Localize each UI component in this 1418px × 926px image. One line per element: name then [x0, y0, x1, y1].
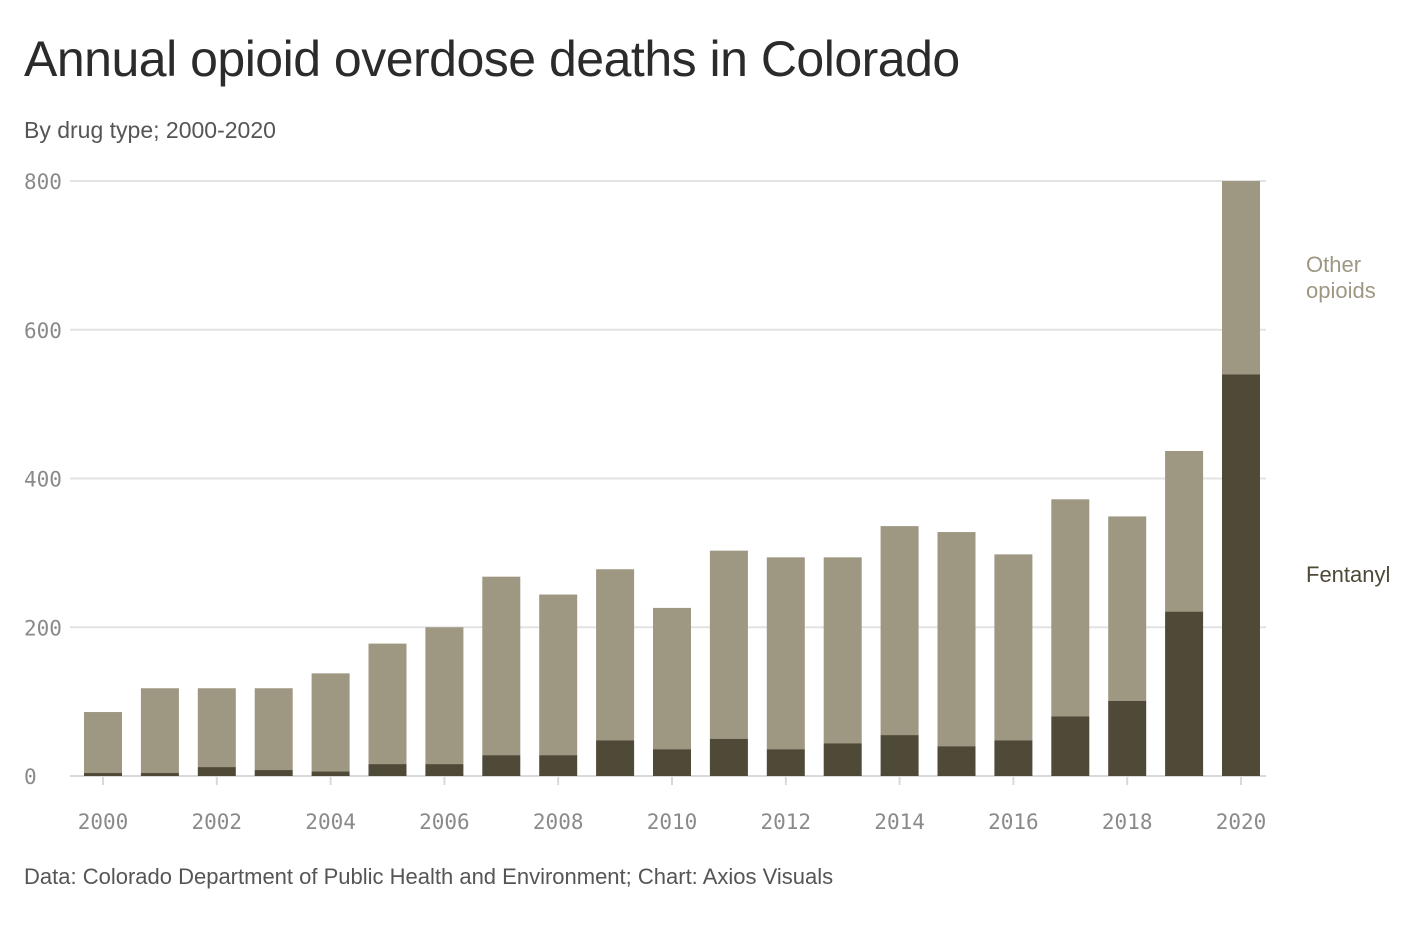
bar-fentanyl-2008	[539, 755, 578, 776]
bar-other-opioids-2003	[254, 688, 293, 771]
y-tick-label-400: 400	[24, 468, 62, 492]
bar-fentanyl-2002	[197, 767, 236, 776]
bar-other-opioids-2012	[766, 557, 805, 750]
bar-fentanyl-2012	[766, 749, 805, 776]
y-tick-label-200: 200	[24, 616, 62, 640]
legend-fentanyl: Fentanyl	[1306, 562, 1390, 587]
x-axis-ticks: 2000 2002 2004 2006 2008 2010 2012 2014 2016 2018…	[78, 776, 1267, 834]
x-tick-label-2018: 2018	[1102, 810, 1153, 834]
bar-fentanyl-2004	[311, 771, 350, 776]
chart-title: Annual opioid overdose deaths in Colorad…	[24, 31, 960, 87]
bar-other-opioids-2009	[596, 569, 635, 741]
bar-other-opioids-2018	[1108, 516, 1147, 701]
x-tick-label-2016: 2016	[988, 810, 1039, 834]
bar-fentanyl-2011	[709, 738, 748, 776]
x-tick-label-2020: 2020	[1216, 810, 1267, 834]
x-tick-label-2008: 2008	[533, 810, 584, 834]
bar-other-opioids-2001	[140, 688, 179, 774]
bar-other-opioids-2017	[1051, 499, 1090, 717]
x-tick-label-2010: 2010	[647, 810, 698, 834]
x-tick-label-2006: 2006	[419, 810, 470, 834]
bar-other-opioids-2016	[994, 554, 1033, 741]
bar-fentanyl-2020	[1222, 374, 1260, 776]
chart-subtitle: By drug type; 2000-2020	[24, 117, 276, 143]
bar-other-opioids-2010	[653, 607, 691, 750]
x-tick-label-2002: 2002	[192, 810, 243, 834]
bar-fentanyl-2013	[823, 743, 862, 776]
x-tick-label-2014: 2014	[874, 810, 925, 834]
bar-other-opioids-2005	[368, 643, 407, 765]
bar-other-opioids-2019	[1165, 450, 1204, 612]
y-tick-label-600: 600	[24, 319, 62, 343]
bar-other-opioids-2015	[937, 532, 976, 747]
source-note: Data: Colorado Department of Public Heal…	[24, 864, 834, 889]
bar-fentanyl-2015	[937, 746, 976, 776]
bar-fentanyl-2009	[596, 740, 635, 776]
x-tick-label-2000: 2000	[78, 810, 129, 834]
bar-fentanyl-2001	[140, 773, 179, 776]
bar-fentanyl-2003	[254, 770, 293, 776]
legend-other-opioids-line1: Other	[1306, 252, 1361, 277]
bar-fentanyl-2019	[1165, 611, 1204, 776]
bar-other-opioids-2008	[539, 594, 578, 756]
bar-fentanyl-2000	[84, 773, 122, 776]
bar-fentanyl-2014	[880, 735, 919, 776]
bar-other-opioids-2011	[709, 550, 748, 739]
bar-fentanyl-2017	[1051, 716, 1090, 776]
bar-other-opioids-2004	[311, 673, 350, 772]
x-tick-label-2004: 2004	[305, 810, 356, 834]
y-tick-label-800: 800	[24, 170, 62, 194]
bar-fentanyl-2018	[1108, 700, 1147, 776]
bar-other-opioids-2002	[197, 688, 236, 768]
legend-other-opioids-line2: opioids	[1306, 278, 1376, 303]
bar-other-opioids-2020	[1222, 181, 1260, 375]
bar-fentanyl-2006	[425, 764, 464, 776]
bar-other-opioids-2000	[84, 712, 122, 774]
bar-other-opioids-2007	[482, 576, 521, 756]
bar-fentanyl-2005	[368, 764, 407, 776]
bar-other-opioids-2013	[823, 557, 862, 744]
bars	[84, 181, 1260, 776]
y-tick-label-0: 0	[24, 765, 37, 789]
bar-fentanyl-2010	[653, 749, 691, 776]
x-tick-label-2012: 2012	[761, 810, 812, 834]
bar-fentanyl-2016	[994, 740, 1033, 776]
bar-fentanyl-2007	[482, 755, 521, 776]
bar-other-opioids-2014	[880, 526, 919, 736]
bar-other-opioids-2006	[425, 627, 464, 765]
y-axis-ticks: 0 200 400 600 800	[24, 170, 62, 789]
